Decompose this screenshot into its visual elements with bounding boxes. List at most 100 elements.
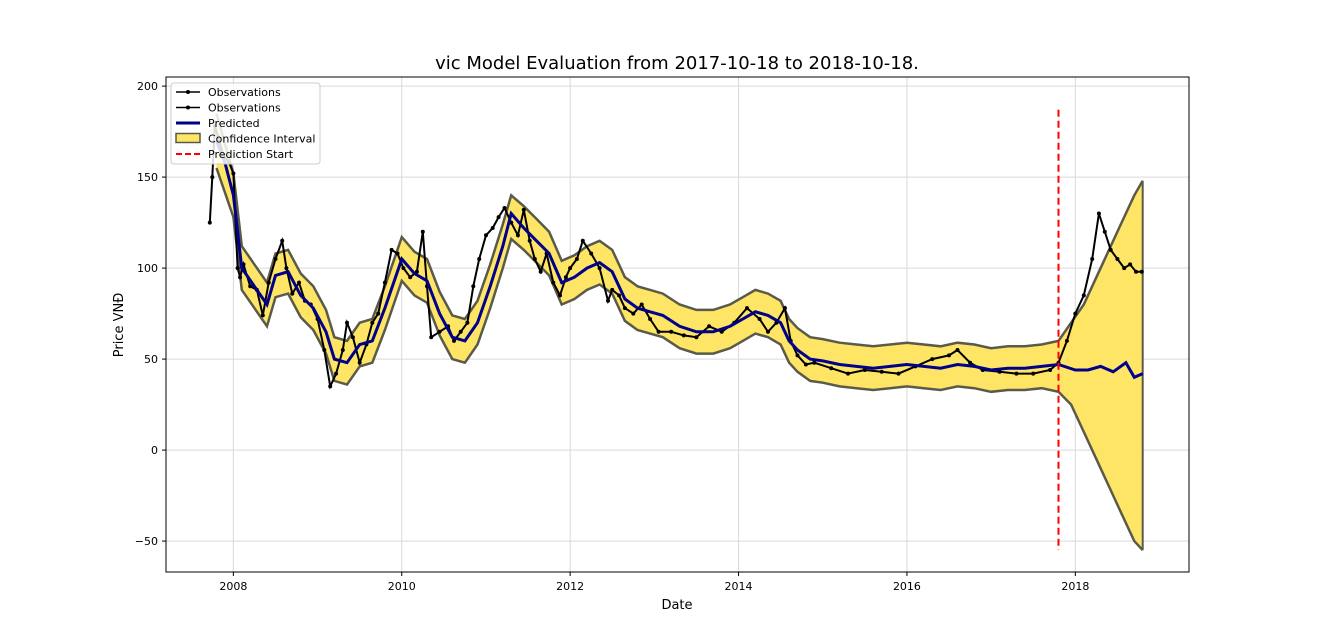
observation-point: [631, 311, 636, 316]
legend: Observations Observations Predicted Confide…: [170, 82, 321, 165]
chart-title: vic Model Evaluation from 2017-10-18 to …: [435, 53, 919, 74]
y-tick-label: −50: [135, 535, 158, 548]
observation-point: [574, 257, 579, 261]
observation-point: [1073, 311, 1078, 316]
observation-point: [580, 238, 585, 243]
observation-point: [947, 353, 951, 358]
observation-point: [357, 360, 362, 365]
observation-point: [290, 291, 295, 296]
observation-point: [563, 275, 568, 280]
observation-point: [238, 275, 243, 280]
observation-point: [420, 229, 425, 234]
observation-point: [648, 317, 653, 321]
observation-point: [389, 247, 394, 252]
observation-point: [1122, 266, 1127, 271]
observation-point: [955, 348, 960, 352]
y-tick-label: 200: [137, 80, 158, 93]
observation-point: [1139, 269, 1144, 274]
observation-point: [458, 329, 463, 334]
observation-point: [284, 266, 289, 271]
observation-point: [490, 226, 495, 230]
observation-point: [930, 357, 935, 362]
observation-point: [408, 275, 413, 280]
observation-point: [1064, 338, 1069, 343]
observation-point: [340, 348, 345, 352]
observation-point: [328, 384, 333, 389]
observation-point: [597, 266, 602, 271]
observation-point: [568, 266, 573, 271]
observation-point: [532, 257, 537, 261]
observation-point: [617, 293, 621, 298]
observation-point: [757, 317, 762, 321]
ci-upper-edge: [215, 113, 1144, 350]
observation-point: [382, 280, 387, 285]
x-tick-label: 2016: [893, 580, 921, 593]
observation-point: [656, 329, 661, 334]
observation-point: [606, 298, 610, 303]
x-tick-label: 2010: [388, 580, 416, 593]
observation-point: [322, 348, 327, 352]
x-axis-ticks: 2008 2010 2012 2014 2016 2018: [219, 572, 1089, 593]
observation-point: [1048, 368, 1053, 372]
observation-point: [829, 366, 834, 371]
x-tick-label: 2014: [725, 580, 753, 593]
predicted-line: [215, 140, 1144, 380]
y-tick-label: 150: [137, 171, 158, 184]
observation-point: [370, 320, 375, 325]
observation-point: [260, 313, 265, 318]
y-tick-label: 0: [151, 444, 158, 457]
observation-point: [496, 215, 501, 220]
observation-point: [334, 371, 339, 376]
observation-point: [538, 269, 543, 274]
observation-point: [465, 320, 470, 325]
x-tick-label: 2018: [1061, 580, 1089, 593]
observation-point: [1108, 247, 1113, 252]
observation-point: [745, 306, 749, 311]
observation-point: [207, 220, 212, 225]
observation-point: [707, 324, 712, 329]
observation-point: [558, 293, 562, 298]
predicted-series: [215, 140, 1144, 380]
y-tick-label: 50: [144, 353, 158, 366]
observation-point: [997, 369, 1002, 374]
observation-point: [471, 284, 476, 289]
observation-point: [484, 233, 488, 238]
ci-fill: [216, 113, 1143, 551]
observation-point: [1081, 293, 1086, 298]
observation-point: [502, 206, 507, 210]
observation-point: [795, 353, 800, 358]
observation-point: [1115, 257, 1120, 261]
observation-point: [1102, 229, 1107, 234]
legend-label: Confidence Interval: [208, 133, 315, 146]
plot-area: [165, 76, 1190, 573]
confidence-band: [215, 113, 1144, 552]
legend-label: Predicted: [208, 117, 260, 130]
observation-point: [862, 368, 867, 372]
observation-point: [401, 266, 406, 271]
observation-point: [515, 233, 520, 238]
legend-label: Prediction Start: [208, 148, 294, 161]
observation-point: [1134, 269, 1138, 274]
observation-point: [1031, 371, 1036, 376]
plot-frame: [165, 76, 1190, 573]
observation-point: [782, 306, 787, 311]
observation-point: [1128, 262, 1133, 267]
observation-point: [266, 280, 271, 285]
observation-point: [231, 171, 236, 176]
y-axis-title: Price VNĐ: [112, 293, 127, 358]
x-tick-label: 2008: [219, 580, 247, 593]
observation-point: [681, 333, 686, 338]
observation-point: [376, 311, 381, 316]
observation-point: [968, 360, 973, 365]
observation-point: [1096, 211, 1101, 216]
observation-point: [879, 369, 884, 374]
ci-lower-edge: [215, 167, 1144, 552]
observation-point: [280, 238, 285, 243]
observation-point: [1090, 257, 1095, 261]
observation-point: [669, 329, 674, 334]
observation-point: [345, 320, 349, 325]
legend-ci-swatch: [175, 132, 201, 144]
observation-point: [766, 329, 770, 334]
legend-observations-marker: [186, 105, 190, 110]
